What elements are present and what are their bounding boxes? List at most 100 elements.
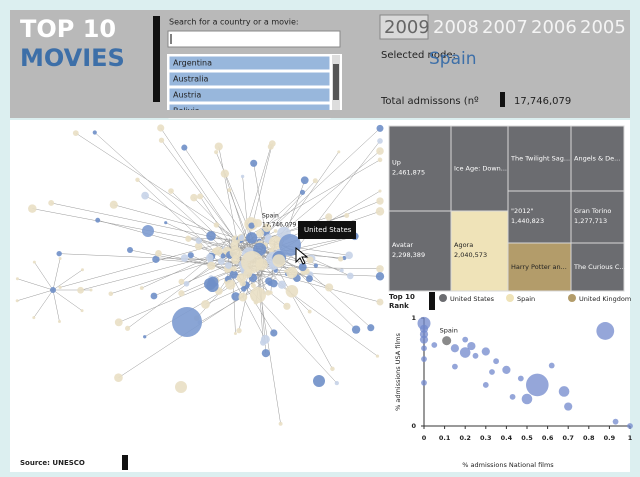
network-node[interactable] bbox=[240, 286, 247, 292]
network-node[interactable] bbox=[58, 285, 62, 290]
network-node[interactable] bbox=[213, 246, 223, 256]
network-node[interactable] bbox=[204, 278, 216, 290]
network-node[interactable] bbox=[181, 144, 188, 151]
network-node[interactable] bbox=[300, 176, 309, 185]
country-row[interactable] bbox=[168, 55, 331, 71]
network-node[interactable] bbox=[273, 229, 278, 233]
network-node[interactable] bbox=[89, 288, 93, 292]
network-node[interactable] bbox=[109, 200, 118, 209]
network-node[interactable] bbox=[236, 273, 247, 283]
network-node[interactable] bbox=[28, 204, 37, 213]
network-node[interactable] bbox=[15, 277, 19, 281]
network-node[interactable] bbox=[376, 197, 384, 205]
network-node[interactable] bbox=[240, 174, 245, 179]
network-node[interactable] bbox=[250, 287, 266, 303]
network-node[interactable] bbox=[376, 265, 384, 273]
year-tab[interactable]: 2005 bbox=[580, 17, 626, 38]
network-node[interactable] bbox=[376, 124, 384, 132]
network-node[interactable] bbox=[92, 130, 97, 135]
network-node[interactable] bbox=[238, 235, 244, 241]
network-node[interactable] bbox=[346, 272, 354, 280]
search-input[interactable] bbox=[167, 30, 341, 48]
network-node[interactable] bbox=[250, 159, 258, 167]
network-node[interactable] bbox=[265, 290, 271, 296]
scatter-point[interactable] bbox=[596, 322, 615, 340]
network-node[interactable] bbox=[135, 177, 140, 183]
network-node[interactable] bbox=[220, 169, 230, 178]
network-node[interactable] bbox=[206, 253, 214, 262]
network-node[interactable] bbox=[376, 147, 384, 155]
network-node[interactable] bbox=[378, 189, 382, 193]
network-node[interactable] bbox=[214, 150, 219, 155]
scatter-point[interactable] bbox=[509, 393, 516, 400]
network-node[interactable] bbox=[152, 255, 160, 263]
network-node[interactable] bbox=[262, 223, 272, 232]
network-node[interactable] bbox=[114, 373, 123, 383]
network-node[interactable] bbox=[236, 327, 242, 334]
scatter-point[interactable] bbox=[450, 344, 459, 353]
treemap-cell[interactable] bbox=[450, 210, 509, 292]
network-node[interactable] bbox=[57, 320, 61, 324]
network-node[interactable] bbox=[325, 213, 333, 221]
scatter-point[interactable] bbox=[558, 386, 570, 397]
network-node[interactable] bbox=[235, 239, 240, 244]
network-node[interactable] bbox=[206, 231, 216, 241]
scatter-point[interactable] bbox=[431, 342, 438, 348]
network-node[interactable] bbox=[213, 222, 220, 228]
network-node[interactable] bbox=[345, 251, 353, 260]
scatter-point[interactable] bbox=[421, 379, 427, 386]
network-node[interactable] bbox=[367, 324, 375, 332]
scatter-point[interactable] bbox=[421, 356, 427, 362]
network-node[interactable] bbox=[313, 375, 325, 387]
network-node[interactable] bbox=[233, 331, 237, 335]
network-node[interactable] bbox=[231, 292, 240, 301]
network-node[interactable] bbox=[141, 191, 149, 200]
network-node[interactable] bbox=[270, 329, 278, 337]
network-node[interactable] bbox=[158, 137, 165, 143]
year-tab[interactable]: 2008 bbox=[433, 17, 479, 38]
network-node[interactable] bbox=[80, 268, 84, 272]
network-node[interactable] bbox=[256, 229, 264, 238]
network-node[interactable] bbox=[48, 200, 55, 206]
network-node[interactable] bbox=[334, 380, 339, 386]
highlighted-point[interactable] bbox=[440, 334, 453, 347]
network-node[interactable] bbox=[155, 250, 162, 257]
network-node[interactable] bbox=[183, 280, 190, 287]
network-node[interactable] bbox=[143, 335, 147, 339]
network-node[interactable] bbox=[245, 232, 258, 244]
network-node[interactable] bbox=[250, 283, 256, 289]
network-node[interactable] bbox=[377, 157, 383, 163]
year-tab[interactable]: 2007 bbox=[482, 17, 528, 38]
network-node[interactable] bbox=[375, 207, 385, 216]
network-node[interactable] bbox=[175, 381, 187, 393]
network-node[interactable] bbox=[201, 299, 210, 309]
scatter-point[interactable] bbox=[627, 423, 633, 429]
treemap-cell[interactable] bbox=[388, 125, 452, 212]
network-node[interactable] bbox=[306, 275, 313, 283]
network-node[interactable] bbox=[178, 278, 185, 285]
network-node[interactable] bbox=[195, 237, 202, 244]
network-node[interactable] bbox=[50, 287, 56, 293]
network-node[interactable] bbox=[285, 285, 299, 298]
scatter-point[interactable] bbox=[421, 345, 427, 352]
network-node[interactable] bbox=[248, 222, 255, 229]
network-node[interactable] bbox=[241, 251, 263, 273]
network-node[interactable] bbox=[139, 286, 144, 290]
network-node[interactable] bbox=[168, 188, 174, 194]
scatter-point[interactable] bbox=[502, 365, 511, 374]
network-node[interactable] bbox=[197, 193, 204, 200]
network-node[interactable] bbox=[108, 291, 114, 297]
network-node[interactable] bbox=[306, 256, 314, 264]
network-node[interactable] bbox=[312, 178, 318, 184]
treemap-cell[interactable] bbox=[507, 125, 572, 192]
network-node[interactable] bbox=[253, 219, 262, 228]
scroll-thumb[interactable] bbox=[333, 64, 339, 100]
scatter-point[interactable] bbox=[526, 373, 549, 397]
treemap-cell[interactable] bbox=[388, 210, 452, 292]
network-node[interactable] bbox=[185, 235, 192, 242]
network-node[interactable] bbox=[190, 193, 198, 202]
network-node[interactable] bbox=[377, 138, 383, 144]
network-node[interactable] bbox=[114, 318, 123, 327]
network-node[interactable] bbox=[261, 349, 270, 358]
network-node[interactable] bbox=[77, 286, 84, 294]
